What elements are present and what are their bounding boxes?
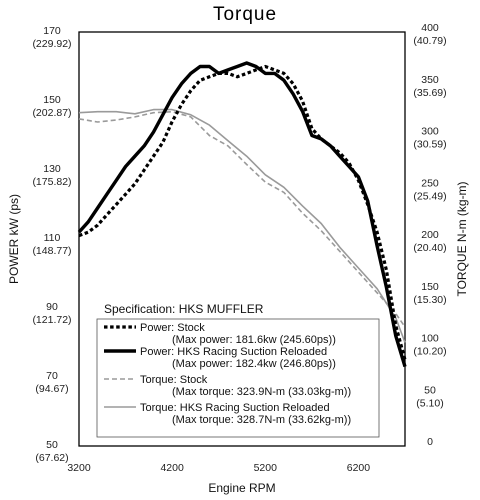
legend-box [96, 318, 380, 438]
right-tick-sublabel: (5.10) [416, 397, 443, 409]
right-tick-sublabel: (30.59) [413, 139, 446, 151]
right-tick-label: 0 [427, 436, 433, 448]
legend-detail-1: (Max power: 181.6kw (245.60ps)) [172, 334, 336, 346]
legend-label-2: Power: HKS Racing Suction Reloaded [140, 346, 327, 358]
series-line-4 [78, 108, 406, 343]
left-tick-sublabel: (67.62) [35, 452, 68, 464]
left-tick-label: 150 [43, 94, 61, 106]
left-tick-label: 110 [44, 232, 61, 244]
right-tick-label: 250 [421, 177, 439, 189]
left-tick-sublabel: (202.87) [32, 107, 71, 119]
right-tick-label: 150 [421, 281, 439, 293]
right-tick-sublabel: (35.69) [413, 87, 446, 99]
legend: Power: Stock(Max power: 181.6kw (245.60p… [104, 322, 351, 426]
x-tick-label: 4200 [160, 462, 184, 474]
right-tick-sublabel: (15.30) [413, 294, 446, 306]
left-axis-label: POWER kW (ps) [7, 194, 21, 284]
plot-area-frame [78, 31, 406, 447]
left-tick-label: 70 [46, 370, 58, 382]
left-tick-sublabel: (229.92) [32, 38, 71, 50]
x-tick-label: 6200 [347, 462, 371, 474]
right-tick-label: 100 [421, 333, 439, 345]
left-axis-ticks: 170(229.92) 150(202.87) 130(175.82) 110(148… [32, 25, 71, 464]
right-tick-label: 400 [421, 22, 439, 34]
x-axis-ticks: 3200 4200 5200 6200 [67, 462, 370, 474]
left-tick-sublabel: (148.77) [32, 245, 71, 257]
right-tick-label: 200 [421, 229, 439, 241]
legend-label-4: Torque: HKS Racing Suction Reloaded [140, 402, 330, 414]
left-tick-sublabel: (121.72) [32, 314, 71, 326]
legend-detail-4: (Max torque: 328.7N-m (33.62kg-m)) [172, 414, 351, 426]
x-tick-label: 3200 [67, 462, 91, 474]
series-line-2 [77, 61, 407, 368]
right-tick-label: 300 [421, 126, 439, 138]
x-axis-label: Engine RPM [208, 481, 275, 495]
right-tick-sublabel: (40.79) [413, 35, 446, 47]
right-tick-sublabel: (25.49) [413, 190, 446, 202]
legend-detail-2: (Max power: 182.4kw (246.80ps)) [172, 358, 336, 370]
left-tick-sublabel: (175.82) [32, 176, 71, 188]
specification-label: Specification: HKS MUFFLER [104, 302, 264, 316]
left-tick-label: 170 [43, 25, 61, 37]
left-tick-label: 90 [46, 301, 58, 313]
left-tick-label: 130 [43, 163, 61, 175]
right-tick-label: 350 [421, 74, 439, 86]
right-tick-sublabel: (20.40) [413, 242, 446, 254]
legend-label-1: Power: Stock [140, 322, 205, 334]
series-layer [77, 61, 407, 368]
right-axis-label: TORQUE N-m (kg-m) [455, 181, 469, 296]
right-tick-label: 50 [424, 384, 436, 396]
chart-title: Torque [213, 4, 277, 25]
legend-label-3: Torque: Stock [140, 374, 208, 386]
x-tick-label: 5200 [254, 462, 278, 474]
left-tick-sublabel: (94.67) [35, 383, 68, 395]
series-line-3 [78, 110, 406, 328]
left-tick-label: 50 [46, 439, 58, 451]
right-axis-ticks: 400(40.79) 350(35.69) 300(30.59) 250(25.49)… [413, 22, 446, 448]
legend-detail-3: (Max torque: 323.9N-m (33.03kg-m)) [172, 386, 351, 398]
right-tick-sublabel: (10.20) [413, 346, 446, 358]
